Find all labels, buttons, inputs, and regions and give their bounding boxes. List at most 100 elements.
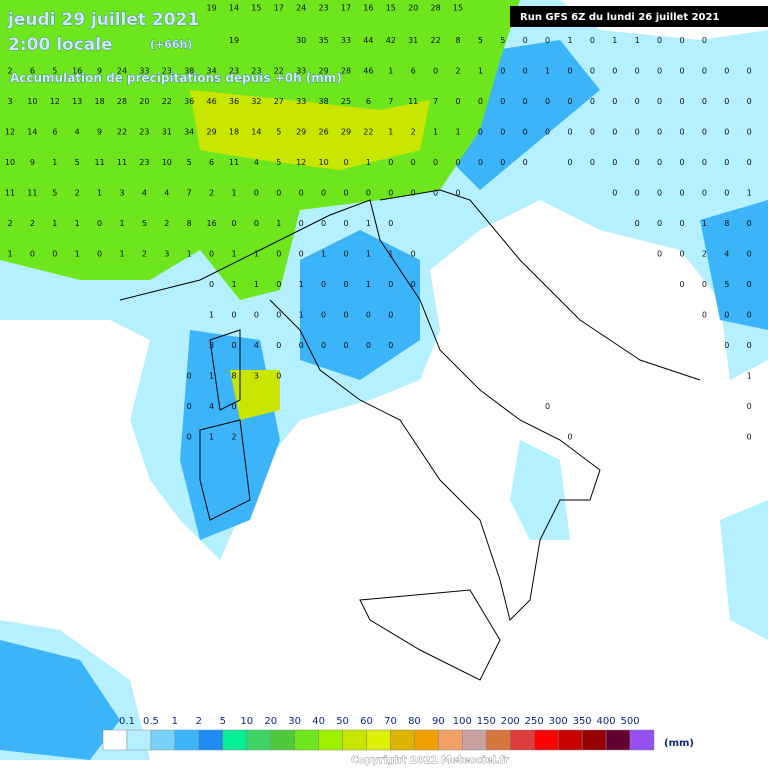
legend-swatch [486,729,511,751]
value-label: 0 [52,250,57,259]
legend-swatch [414,729,439,751]
value-label: 1 [52,158,57,167]
value-label: 1 [231,280,236,289]
value-label: 0 [679,280,684,289]
value-label: 0 [702,189,707,198]
value-label: 33 [296,67,306,76]
value-label: 0 [254,189,259,198]
value-label: 23 [139,128,149,137]
value-label: 2 [231,433,236,442]
value-label: 8 [187,219,192,228]
value-label: 0 [343,280,348,289]
value-label: 5 [500,36,505,45]
value-label: 0 [411,189,416,198]
legend-swatch [510,729,535,751]
value-label: 11 [5,189,15,198]
value-label: 1 [433,128,438,137]
value-label: 0 [657,158,662,167]
legend-swatch [390,729,415,751]
value-label: 29 [207,128,217,137]
value-label: 0 [254,219,259,228]
value-label: 32 [251,97,261,106]
value-label: 0 [478,128,483,137]
value-label: 3 [7,97,12,106]
value-label: 0 [545,97,550,106]
value-label: 0 [254,311,259,320]
value-label: 17 [341,4,351,13]
value-label: 0 [321,219,326,228]
value-label: 0 [299,341,304,350]
value-label: 0 [478,97,483,106]
value-label: 0 [276,280,281,289]
value-label: 33 [139,67,149,76]
value-label: 0 [679,158,684,167]
value-label: 0 [455,158,460,167]
value-label: 0 [500,67,505,76]
value-label: 29 [341,128,351,137]
legend-swatch [174,729,200,751]
value-label: 0 [276,189,281,198]
legend-label: 250 [525,716,544,727]
value-label: 1 [702,219,707,228]
value-label: 4 [254,158,259,167]
value-label: 4 [142,189,147,198]
value-label: 7 [388,97,393,106]
value-label: 1 [231,250,236,259]
value-label: 18 [95,97,105,106]
value-label: 0 [679,36,684,45]
value-label: 0 [679,189,684,198]
value-label: 0 [679,250,684,259]
value-label: 1 [75,250,80,259]
value-label: 0 [343,158,348,167]
value-label: 0 [702,311,707,320]
value-label: 0 [747,433,752,442]
value-label: 6 [411,67,416,76]
value-label: 0 [187,372,192,381]
value-label: 0 [388,280,393,289]
value-label: 0 [612,158,617,167]
value-label: 1 [545,67,550,76]
legend-label: 30 [288,716,301,727]
value-label: 1 [52,219,57,228]
legend-unit: (mm) [664,738,694,749]
coastline [119,189,701,681]
value-label: 0 [747,67,752,76]
value-label: 0 [724,67,729,76]
value-label: 9 [97,67,102,76]
value-label: 2 [164,219,169,228]
value-label: 0 [455,97,460,106]
value-label: 0 [567,158,572,167]
value-label: 34 [184,128,194,137]
value-label: 31 [408,36,418,45]
value-label: 2 [702,250,707,259]
value-label: 0 [343,341,348,350]
value-label: 34 [207,67,217,76]
value-label: 0 [388,219,393,228]
value-label: 3 [119,189,124,198]
value-label: 25 [341,97,351,106]
value-label: 0 [702,128,707,137]
value-label: 0 [724,311,729,320]
value-label: 26 [319,128,329,137]
value-label: 1 [635,36,640,45]
value-label: 16 [363,4,373,13]
value-label: 23 [251,67,261,76]
value-label: 0 [567,128,572,137]
value-label: 1 [747,372,752,381]
value-label: 0 [343,219,348,228]
value-label: 1 [299,280,304,289]
value-label: 7 [187,189,192,198]
value-label: 0 [635,67,640,76]
value-label: 46 [363,67,373,76]
value-label: 0 [657,189,662,198]
legend-swatch [462,729,487,751]
value-label: 3 [209,341,214,350]
value-label: 0 [433,158,438,167]
value-label: 0 [657,97,662,106]
legend-label: 90 [432,716,445,727]
date: jeudi 29 juillet 2021 [7,10,199,30]
value-label: 0 [366,189,371,198]
value-label: 1 [366,250,371,259]
